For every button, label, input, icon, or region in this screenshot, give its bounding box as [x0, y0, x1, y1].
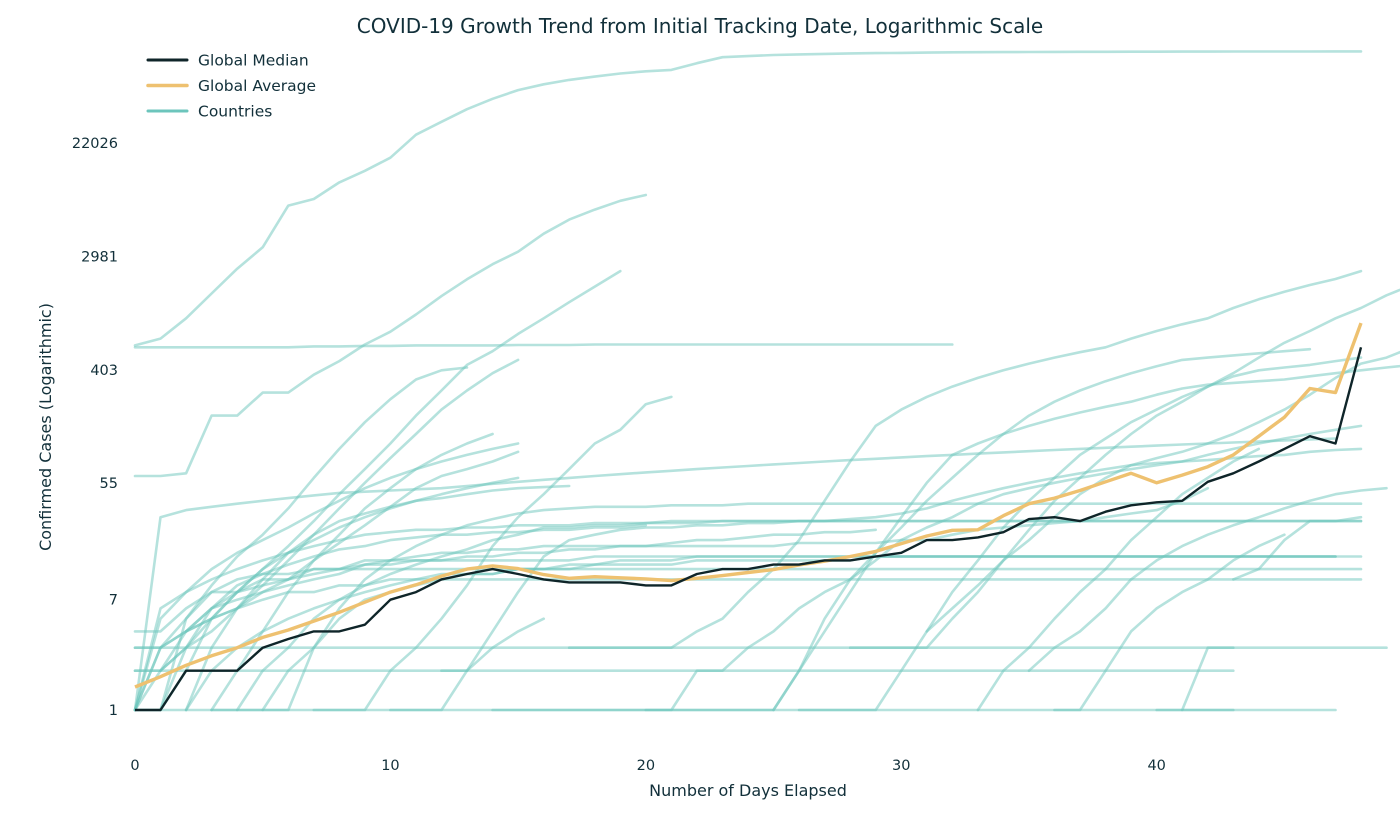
country-line-29	[440, 617, 545, 672]
y-tick-label: 7	[109, 593, 118, 609]
country-line-16	[133, 486, 1210, 712]
x-axis-label: Number of Days Elapsed	[649, 781, 847, 800]
x-tick-label: 40	[1147, 758, 1165, 774]
x-tick-label: 10	[381, 758, 399, 774]
country-line-12	[133, 437, 1337, 712]
country-line-8	[133, 442, 520, 712]
country-line-36	[925, 350, 1400, 633]
country-line-20	[184, 484, 571, 712]
country-line-42	[1232, 515, 1363, 581]
country-line-6	[133, 358, 520, 672]
legend-label-countries: Countries	[198, 103, 272, 121]
country-line-33	[772, 347, 1312, 712]
country-line-38	[1027, 486, 1388, 672]
chart-title: COVID-19 Growth Trend from Initial Track…	[357, 14, 1043, 38]
country-line-2	[133, 193, 648, 478]
legend-label-average: Global Average	[198, 77, 316, 95]
country-line-18	[159, 524, 648, 712]
country-line-3	[133, 343, 954, 349]
y-tick-label: 1	[109, 703, 118, 719]
country-line-30	[491, 424, 1363, 712]
country-line-39	[1053, 533, 1286, 712]
global-average-line	[134, 322, 1363, 689]
country-line-35	[848, 288, 1400, 649]
x-tick-label: 20	[637, 758, 655, 774]
x-axis-ticks: 0 10 20 30 40	[130, 758, 1166, 774]
y-tick-label: 22026	[72, 136, 118, 152]
country-line-26	[261, 502, 1363, 712]
country-line-17	[159, 476, 520, 712]
country-line-37	[976, 447, 1261, 712]
country-line-31	[567, 269, 1363, 649]
country-line-28	[389, 447, 1363, 712]
y-tick-label: 403	[90, 363, 118, 379]
country-line-27	[312, 395, 673, 712]
country-lines	[133, 50, 1400, 712]
y-axis-label: Confirmed Cases (Logarithmic)	[36, 303, 55, 551]
country-line-1	[133, 50, 1363, 347]
y-tick-label: 2981	[81, 249, 118, 265]
legend: Global Median Global Average Countries	[146, 52, 316, 121]
country-line-21	[184, 578, 1363, 712]
y-tick-label: 55	[100, 476, 118, 492]
country-line-34	[797, 356, 1363, 712]
x-tick-label: 30	[892, 758, 910, 774]
country-line-40	[1155, 646, 1388, 712]
country-line-19	[159, 528, 877, 672]
global-median-line	[135, 346, 1363, 712]
y-axis-ticks: 1 7 55 403 2981 22026	[72, 136, 118, 719]
x-tick-label: 0	[130, 758, 139, 774]
legend-label-median: Global Median	[198, 52, 309, 70]
